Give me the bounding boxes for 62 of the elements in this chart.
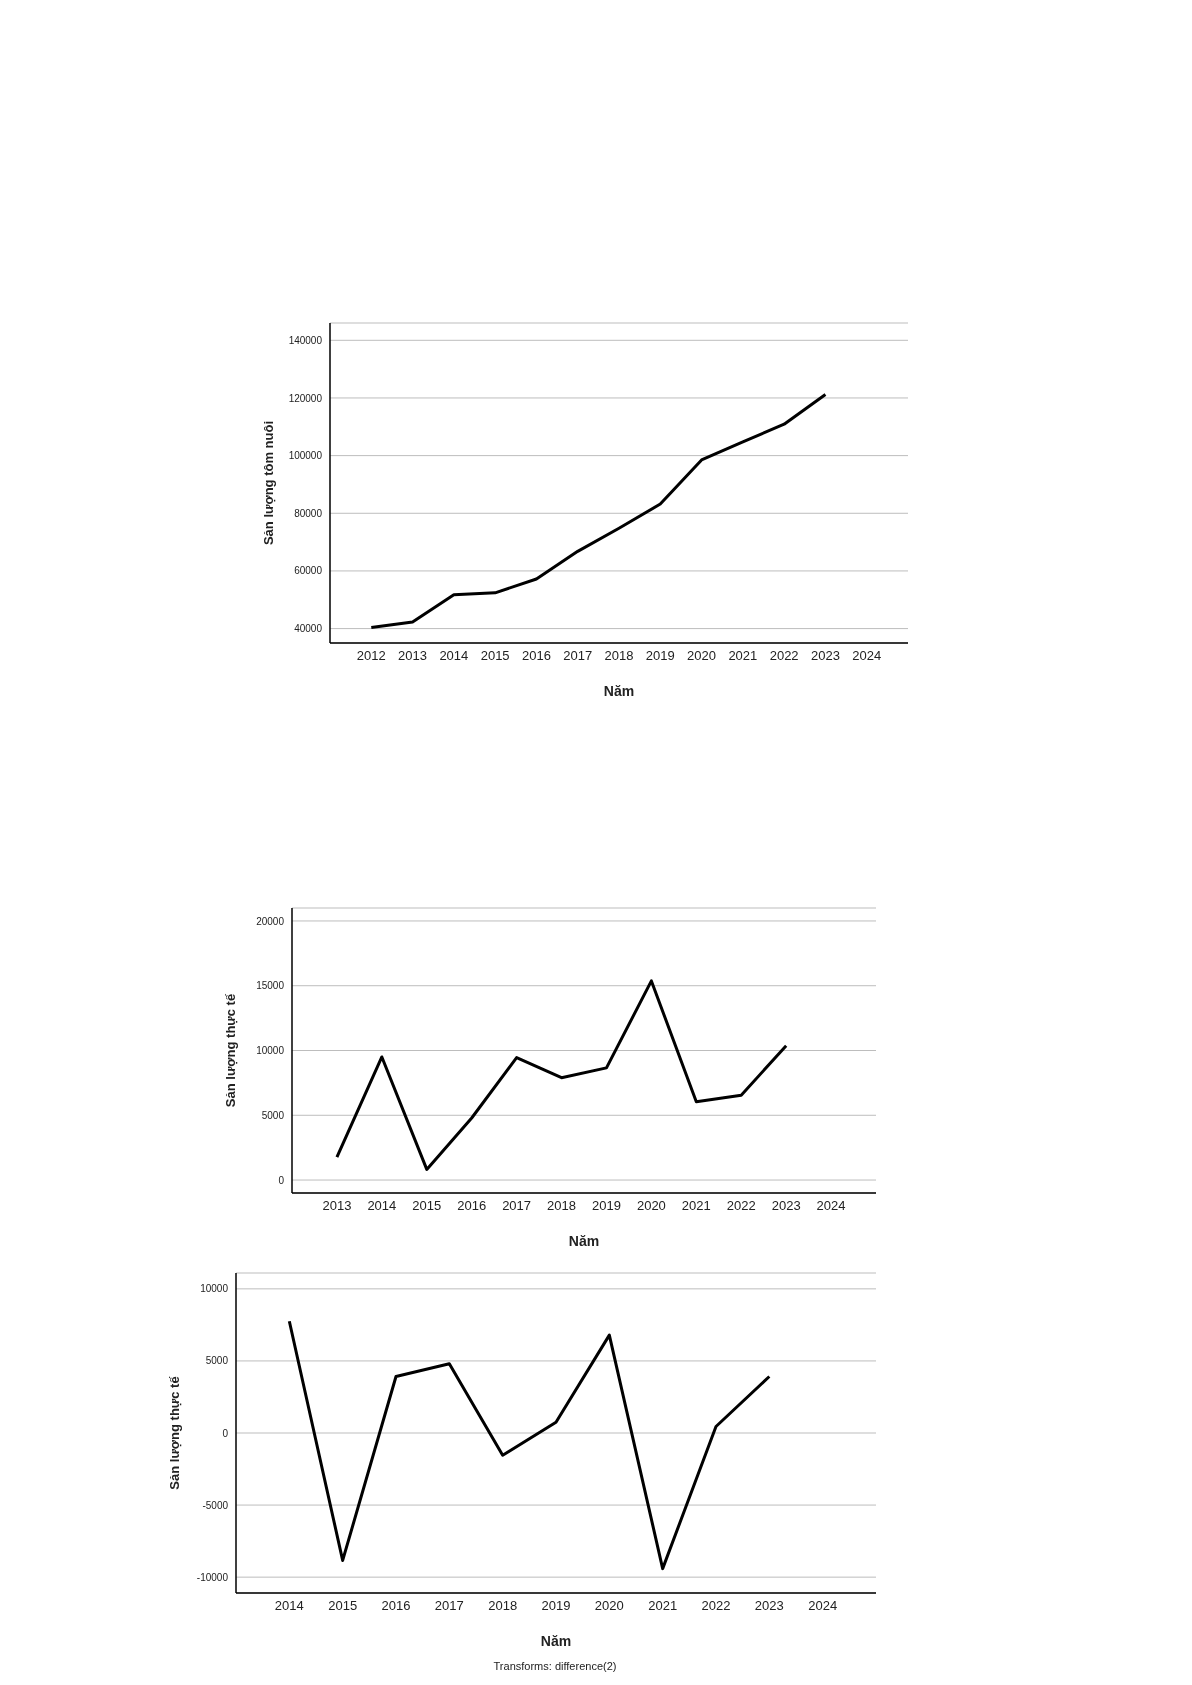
x-tick-label: 2015 (328, 1598, 358, 1614)
x-tick-label: 2020 (594, 1598, 624, 1614)
x-tick-label: 2021 (728, 648, 758, 664)
line-series (335, 979, 788, 1171)
x-tick-label: 2015 (480, 648, 510, 664)
x-tick-label: 2014 (367, 1198, 397, 1214)
x-tick-label: 2022 (769, 648, 799, 664)
x-tick-label: 2017 (502, 1198, 532, 1214)
x-tick-label: 2018 (604, 648, 634, 664)
text: Transforms: difference(2) (492, 1660, 618, 1672)
x-tick-label: 2017 (563, 648, 593, 664)
y-tick-label: 60000 (294, 565, 323, 577)
x-tick-label: 2016 (457, 1198, 487, 1214)
y-tick-label: 40000 (294, 623, 323, 635)
y-tick-label: 80000 (294, 507, 323, 519)
x-tick-label: 2012 (356, 648, 386, 664)
x-tick-label: 2024 (808, 1598, 838, 1614)
x-tick-label: 2014 (439, 648, 469, 664)
x-axis-title: Năm (603, 683, 635, 699)
y-tick-label: 5000 (261, 1109, 285, 1121)
x-tick-label: 2020 (687, 648, 717, 664)
x-tick-label: 2017 (434, 1598, 464, 1614)
y-tick-label: 0 (222, 1427, 229, 1439)
x-tick-label: 2022 (726, 1198, 756, 1214)
x-tick-label: 2018 (488, 1598, 518, 1614)
y-tick-label: 20000 (256, 915, 285, 927)
x-tick-label: 2021 (648, 1598, 678, 1614)
y-tick-label: 140000 (288, 334, 323, 346)
x-tick-label: 2014 (274, 1598, 304, 1614)
y-tick-label: 10000 (256, 1045, 285, 1057)
x-axis-title: Năm (568, 1233, 600, 1249)
y-axis-title: Sản lượng thực tế (166, 1375, 182, 1490)
x-tick-label: 2019 (645, 648, 675, 664)
y-tick-label: 0 (278, 1174, 285, 1186)
x-tick-label: 2019 (541, 1598, 571, 1614)
y-axis-title: Sản lượng tôm nuôi (260, 420, 276, 546)
x-tick-label: 2024 (816, 1198, 846, 1214)
x-tick-label: 2022 (701, 1598, 731, 1614)
x-tick-label: 2023 (754, 1598, 784, 1614)
y-tick-label: -5000 (202, 1499, 229, 1511)
x-tick-label: 2023 (771, 1198, 801, 1214)
x-tick-label: 2018 (547, 1198, 576, 1214)
x-tick-label: 2016 (521, 648, 551, 664)
y-tick-label: 120000 (288, 392, 323, 404)
line-series (369, 393, 827, 629)
y-axis-title: Sản lượng thực tế (222, 993, 238, 1108)
line-series (287, 1319, 771, 1571)
x-tick-label: 2024 (852, 648, 882, 664)
y-tick-label: 10000 (200, 1283, 229, 1295)
x-tick-label: 2020 (636, 1198, 666, 1214)
x-tick-label: 2016 (381, 1598, 411, 1614)
y-tick-label: 5000 (205, 1355, 229, 1367)
x-tick-label: 2013 (398, 648, 428, 664)
x-tick-label: 2013 (322, 1198, 352, 1214)
y-tick-label: -10000 (196, 1571, 229, 1583)
x-tick-label: 2019 (592, 1198, 621, 1214)
y-tick-label: 15000 (256, 980, 285, 992)
x-tick-label: 2015 (412, 1198, 442, 1214)
x-tick-label: 2021 (681, 1198, 711, 1214)
x-tick-label: 2023 (810, 648, 840, 664)
y-tick-label: 100000 (288, 450, 323, 462)
x-axis-title: Năm (540, 1633, 572, 1649)
